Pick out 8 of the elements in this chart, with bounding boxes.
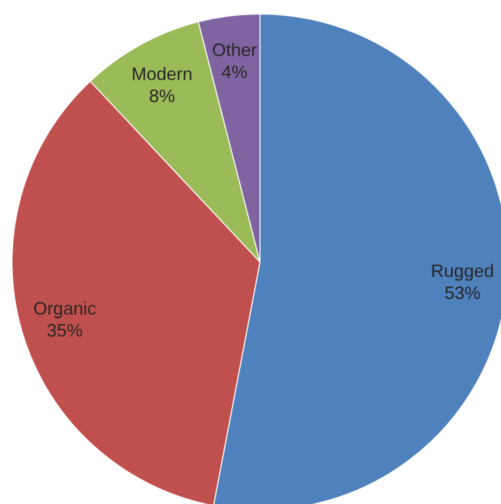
data-label: 35% — [46, 320, 83, 341]
data-label: 53% — [444, 283, 480, 304]
data-label: 8% — [149, 86, 176, 106]
slice-label: Organic — [33, 298, 96, 319]
slice-label: Rugged — [430, 261, 494, 282]
slice-label: Other — [212, 40, 258, 60]
slice-label: Modern — [132, 64, 193, 84]
data-label: 4% — [222, 62, 248, 82]
